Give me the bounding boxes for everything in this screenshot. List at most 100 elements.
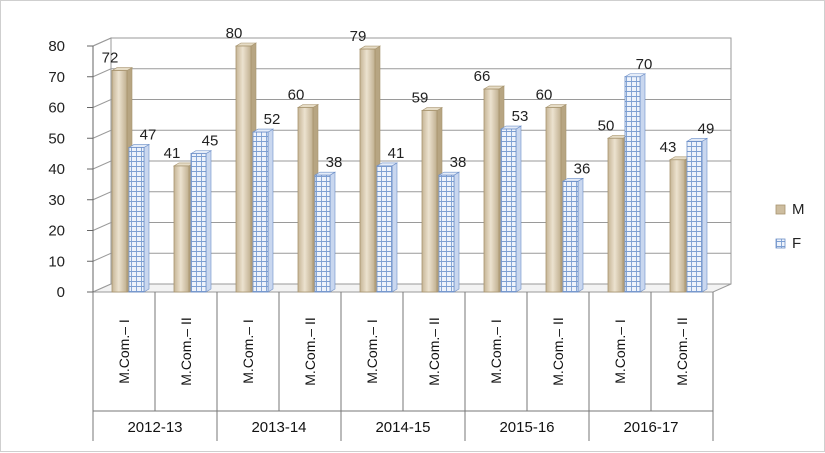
y-tick-label: 50 xyxy=(48,130,65,147)
y-tick-label: 10 xyxy=(48,253,65,270)
bar-front-F xyxy=(686,140,703,293)
bar-side-F xyxy=(143,143,150,293)
bar-front-F xyxy=(562,180,579,293)
bar-front-M xyxy=(173,165,190,293)
data-label-M: 80 xyxy=(226,25,243,42)
group-label: 2016-17 xyxy=(623,419,678,436)
bar-F xyxy=(189,150,213,293)
bar-F xyxy=(685,137,709,293)
data-label-M: 50 xyxy=(598,117,615,134)
group-label: 2013-14 xyxy=(251,419,306,436)
category-label: M.Com.– II xyxy=(674,317,690,385)
y-tick-label: 30 xyxy=(48,192,65,209)
bar-side-F xyxy=(453,171,460,293)
y-tick-label: 60 xyxy=(48,100,65,117)
data-label-F: 45 xyxy=(202,133,219,150)
gridline xyxy=(92,68,731,78)
y-tick-label: 0 xyxy=(57,284,65,301)
data-label-M: 66 xyxy=(474,68,491,85)
bar-F xyxy=(313,171,337,293)
bar-front-F xyxy=(376,165,393,293)
bar-side-F xyxy=(701,137,708,293)
legend-item-F: F xyxy=(775,235,801,252)
bar-side-F xyxy=(267,128,274,293)
group-label: 2012-13 xyxy=(127,419,182,436)
data-label-M: 43 xyxy=(660,139,677,156)
y-tick-label: 40 xyxy=(48,161,65,178)
bar-F xyxy=(375,162,399,293)
bar-F xyxy=(251,128,275,293)
category-label: M.Com.– I xyxy=(612,319,628,384)
category-label: M.Com.– II xyxy=(426,317,442,385)
category-label: M.Com.– I xyxy=(240,319,256,384)
bar-front-M xyxy=(669,159,686,293)
bar-front-F xyxy=(500,128,517,293)
gridline xyxy=(92,129,731,139)
data-label-F: 52 xyxy=(264,111,281,128)
data-label-F: 47 xyxy=(140,126,157,143)
bar-front-M xyxy=(607,137,624,293)
data-label-M: 72 xyxy=(102,50,119,67)
bar-front-M xyxy=(483,88,500,293)
category-label: M.Com.– II xyxy=(302,317,318,385)
bar-front-M xyxy=(545,107,562,293)
gridline xyxy=(92,37,731,47)
bar-front-M xyxy=(235,45,252,293)
bar-side-F xyxy=(577,177,584,293)
bar-front-M xyxy=(421,110,438,293)
data-label-F: 53 xyxy=(512,108,529,125)
data-label-F: 41 xyxy=(388,145,405,162)
bar-front-F xyxy=(252,131,269,293)
legend-label-F: F xyxy=(792,235,801,252)
data-label-M: 59 xyxy=(412,90,429,107)
bar-side-F xyxy=(639,73,646,293)
category-label: M.Com.– I xyxy=(116,319,132,384)
bar-front-F xyxy=(190,153,207,293)
data-label-F: 49 xyxy=(698,120,715,137)
bar-front-F xyxy=(314,174,331,293)
data-label-F: 38 xyxy=(326,154,343,171)
bar-F xyxy=(561,177,585,293)
bar-front-M xyxy=(111,70,128,293)
bar-F xyxy=(499,125,523,293)
data-label-F: 36 xyxy=(574,160,591,177)
data-label-M: 41 xyxy=(164,145,181,162)
data-label-M: 79 xyxy=(350,28,367,45)
y-tick-label: 20 xyxy=(48,223,65,240)
bar-front-M xyxy=(359,48,376,293)
category-label: M.Com.– I xyxy=(488,319,504,384)
group-label: 2015-16 xyxy=(499,419,554,436)
bar-side-F xyxy=(205,150,212,293)
y-tick-label: 80 xyxy=(48,38,65,55)
gridline xyxy=(92,160,731,170)
bar-front-F xyxy=(624,76,641,293)
bar-side-F xyxy=(391,162,398,293)
data-label-F: 38 xyxy=(450,154,467,171)
legend-swatch-M xyxy=(775,204,786,215)
bar-F xyxy=(437,171,461,293)
data-label-F: 70 xyxy=(636,56,653,73)
bar-front-F xyxy=(438,174,455,293)
y-tick-label: 70 xyxy=(48,69,65,86)
gridline xyxy=(92,252,731,262)
data-label-M: 60 xyxy=(536,87,553,104)
legend-item-M: M xyxy=(775,201,805,218)
category-label: M.Com.– II xyxy=(550,317,566,385)
gridline xyxy=(92,191,731,201)
bar-side-F xyxy=(515,125,522,293)
gridline xyxy=(92,99,731,108)
category-label: M.Com.– I xyxy=(364,319,380,384)
category-label: M.Com.– II xyxy=(178,317,194,385)
bar-side-F xyxy=(329,171,336,293)
group-label: 2014-15 xyxy=(375,419,430,436)
bar-front-M xyxy=(297,107,314,293)
legend-label-M: M xyxy=(792,201,805,218)
bar-front-F xyxy=(128,147,145,293)
data-label-M: 60 xyxy=(288,87,305,104)
legend-swatch-F xyxy=(775,238,786,249)
bar-F xyxy=(127,143,151,293)
gridline xyxy=(92,222,731,231)
bar-F xyxy=(623,73,647,293)
